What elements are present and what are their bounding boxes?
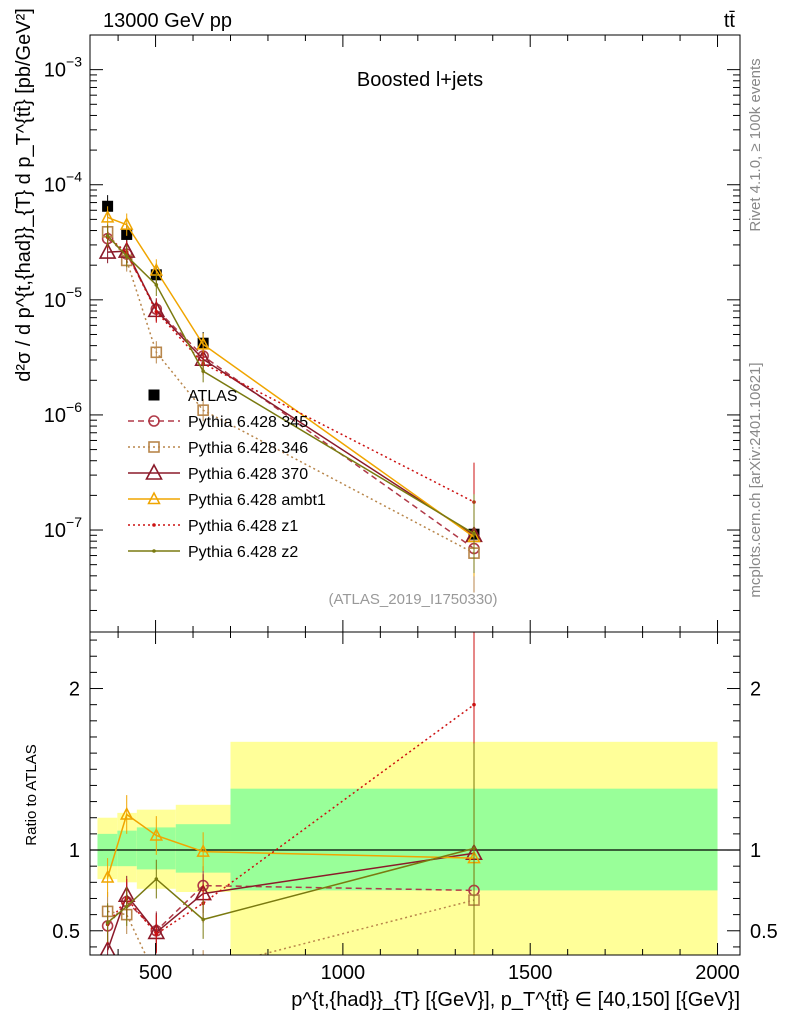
legend-label: Pythia 6.428 346	[188, 440, 308, 457]
ratio-y-tick-label: 0.5	[52, 921, 80, 943]
y-tick-exponent: −7	[66, 514, 82, 530]
data-point	[196, 336, 210, 350]
main-watermark: (ATLAS_2019_I1750330)	[328, 591, 497, 608]
ratio-point	[472, 846, 476, 851]
ratio-y-tick-label: 2	[69, 679, 80, 701]
ratio-point	[124, 904, 129, 909]
ratio-point	[99, 940, 116, 955]
legend-marker	[148, 441, 160, 453]
data-point	[98, 242, 117, 259]
ratio-y-axis-label: Ratio to ATLAS	[23, 744, 40, 845]
x-tick-label: 2000	[695, 962, 740, 984]
ratio-point	[201, 917, 205, 922]
series-line	[106, 231, 475, 554]
main-title: Boosted l+jets	[357, 69, 483, 91]
ratio-point	[196, 844, 210, 857]
x-tick-label: 1500	[508, 962, 553, 984]
legend-entry-ambt1: Pythia 6.428 ambt1	[128, 491, 326, 509]
legend-label: Pythia 6.428 370	[188, 466, 308, 483]
y-tick-exponent: −4	[66, 169, 82, 185]
ratio-point	[149, 827, 164, 841]
ratio-point	[119, 806, 134, 820]
legend: ATLAS Pythia 6.428 345 Pythia 6.428 346 Pyt…	[128, 388, 326, 561]
series-z2	[105, 224, 476, 574]
data-point	[124, 254, 129, 258]
legend-marker	[147, 491, 161, 505]
ratio-y-tick-label-right: 0.5	[750, 921, 778, 943]
y-tick-exponent: −5	[66, 284, 82, 300]
band-inner	[117, 830, 137, 867]
mcplots-label: mcplots.cern.ch [arXiv:2401.10621]	[747, 362, 764, 597]
data-point	[472, 531, 476, 536]
series-line	[107, 238, 475, 550]
data-point	[197, 404, 209, 416]
ratio-series-group	[99, 632, 483, 955]
x-axis-label: p^{t,{had}}_{T} [{GeV}], p_T^{tt̄} ∈ [40…	[291, 989, 740, 1011]
legend-label: Pythia 6.428 ambt1	[188, 492, 326, 509]
legend-label: Pythia 6.428 z2	[188, 544, 298, 561]
data-point	[100, 209, 115, 223]
ratio-point	[472, 702, 476, 707]
legend-label: Pythia 6.428 345	[188, 414, 308, 431]
legend-marker	[152, 523, 156, 527]
ratio-frame	[89, 631, 741, 956]
ratio-y-tick-label: 1	[69, 840, 80, 862]
data-point	[119, 217, 134, 230]
ratio-point	[154, 932, 159, 936]
legend-entry-p370: Pythia 6.428 370	[128, 463, 308, 483]
x-tick-label: 1000	[321, 962, 366, 984]
ratio-line	[106, 704, 475, 935]
legend-entry-p345: Pythia 6.428 345	[128, 414, 308, 431]
legend-marker	[152, 549, 156, 553]
legend-marker	[148, 415, 160, 427]
x-tick-label: 500	[139, 962, 172, 984]
data-point	[154, 283, 159, 287]
ratio-point	[154, 877, 159, 881]
legend-entry-z1: Pythia 6.428 z1	[128, 518, 298, 535]
series-line	[107, 216, 475, 538]
ratio-point	[105, 920, 110, 925]
ratio-series-z2	[105, 743, 476, 954]
y-tick-exponent: −6	[66, 399, 82, 415]
y-tick-exponent: −3	[66, 54, 82, 70]
header-process: 13000 GeV pp	[103, 10, 232, 32]
legend-label: Pythia 6.428 z1	[188, 518, 298, 535]
legend-marker	[145, 463, 163, 480]
ratio-panel: 0.5 0.5 1 1 2 2 500 1000 1500 2000 Ratio to ATLAS…	[23, 631, 778, 1011]
ratio-y-tick-label-right: 1	[750, 840, 761, 862]
ratio-line	[106, 813, 475, 878]
data-point	[154, 309, 159, 314]
main-y-axis-label: d²σ / d p^{t,{had}}_{T} d p_T^{tt̄} [pb/…	[13, 8, 35, 382]
header-final-state: tt̄	[724, 10, 736, 32]
legend-label: ATLAS	[188, 388, 238, 405]
ratio-y-tick-label-right: 2	[750, 679, 761, 701]
data-point	[105, 234, 110, 238]
legend-entry-p346: Pythia 6.428 346	[128, 440, 308, 457]
legend-marker	[148, 389, 160, 401]
legend-entry-z2: Pythia 6.428 z2	[128, 544, 298, 561]
data-point	[150, 346, 163, 359]
data-point	[201, 369, 205, 373]
ratio-point	[100, 869, 115, 883]
rivet-label: Rivet 4.1.0, ≥ 100k events	[747, 58, 764, 231]
legend-entry-atlas: ATLAS	[148, 388, 238, 405]
